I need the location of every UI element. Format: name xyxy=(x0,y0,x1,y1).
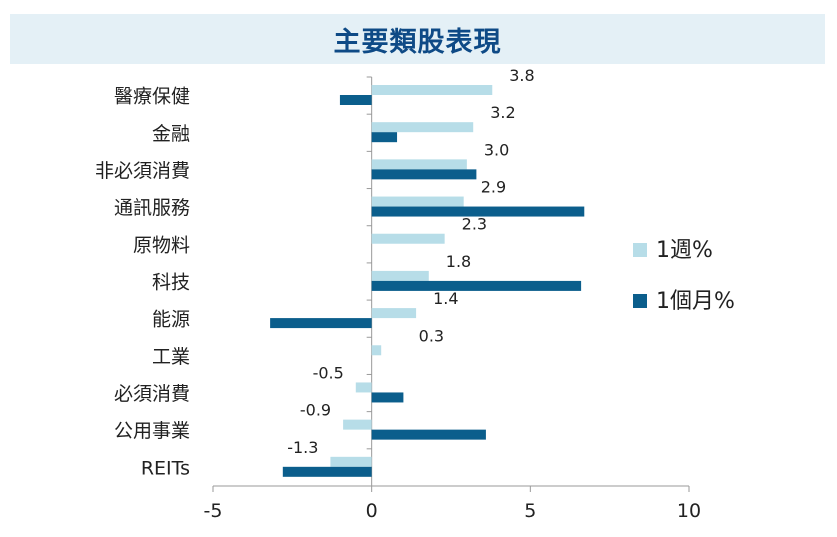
category-label: 原物料 xyxy=(133,234,190,256)
chart-title: 主要類股表現 xyxy=(333,26,502,58)
bar-1week xyxy=(371,345,382,356)
category-label: 能源 xyxy=(152,309,190,331)
bar-1week xyxy=(371,85,493,95)
bar-1week xyxy=(371,159,467,170)
data-label-1week: 3.2 xyxy=(490,103,515,122)
bar-1month xyxy=(371,132,398,143)
data-label-1week: -0.9 xyxy=(300,401,331,420)
bar-1month xyxy=(371,280,582,291)
bar-1week xyxy=(371,308,417,319)
data-label-1week: 3.8 xyxy=(509,66,534,85)
data-label-1week: 2.9 xyxy=(481,178,506,197)
bar-1month xyxy=(371,169,477,180)
bar-1week xyxy=(371,270,429,281)
category-label: 科技 xyxy=(152,272,190,294)
category-label: 非必須消費 xyxy=(95,160,190,182)
legend-swatch-1week xyxy=(633,243,647,257)
data-label-1week: -0.5 xyxy=(313,363,344,382)
x-tick-label: 10 xyxy=(677,500,701,522)
category-label: 金融 xyxy=(152,123,190,145)
chart-title-bar: 主要類股表現 xyxy=(10,14,825,64)
bar-1week xyxy=(371,233,445,244)
bar-1week xyxy=(355,382,372,393)
legend-label-1month: 1個月% xyxy=(656,289,735,314)
x-tick-label: 0 xyxy=(366,500,378,522)
data-label-1week: 2.3 xyxy=(462,215,487,234)
bar-1week xyxy=(330,456,372,467)
legend-label-1week: 1週% xyxy=(656,238,713,263)
bar-1week xyxy=(371,196,464,207)
bar-1month xyxy=(339,95,372,105)
category-label: REITs xyxy=(141,457,190,479)
bar-1month xyxy=(282,466,372,477)
category-label: 通訊服務 xyxy=(114,197,190,219)
category-label: 公用事業 xyxy=(114,420,190,442)
x-tick-label: 5 xyxy=(524,500,536,522)
bar-1month xyxy=(371,206,585,217)
data-label-1week: 1.8 xyxy=(446,252,471,271)
category-label: 工業 xyxy=(152,346,190,368)
bar-1week xyxy=(371,122,474,133)
data-label-1week: 0.3 xyxy=(419,326,444,345)
data-label-1week: -1.3 xyxy=(287,438,318,457)
category-label: 必須消費 xyxy=(114,383,190,405)
x-tick-label: -5 xyxy=(204,500,223,522)
bar-1month xyxy=(371,392,404,403)
category-label: 醫療保健 xyxy=(114,86,190,108)
data-label-1week: 3.0 xyxy=(484,140,509,159)
bar-1month xyxy=(270,318,372,329)
data-label-1week: 1.4 xyxy=(433,289,458,308)
bar-1month xyxy=(371,429,486,440)
bar-1week xyxy=(343,419,372,430)
legend-swatch-1month xyxy=(633,294,647,308)
